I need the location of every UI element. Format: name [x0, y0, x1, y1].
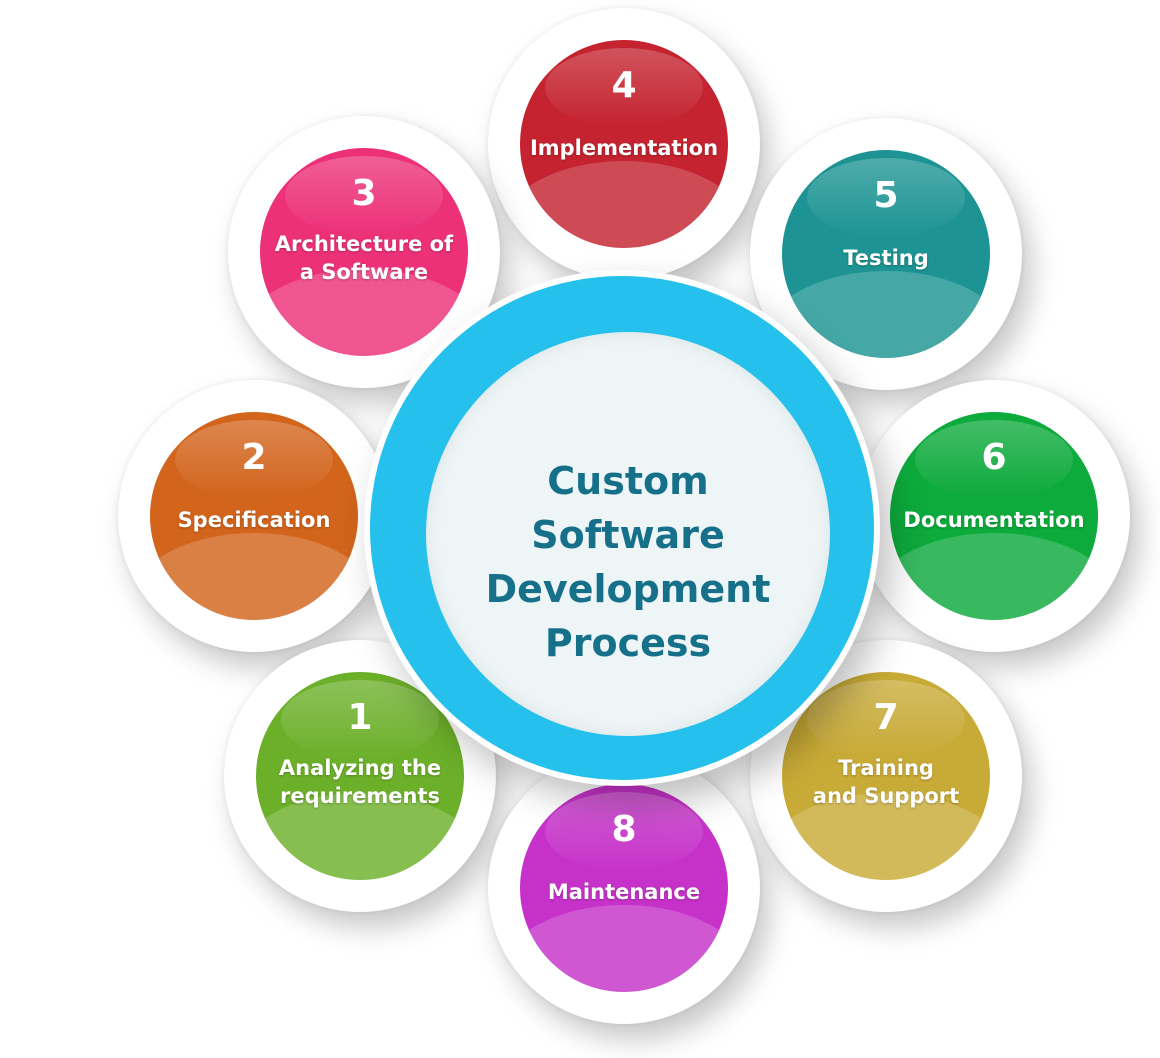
step-2-specification: 2 Specification: [118, 380, 390, 652]
step-3-label: Architecture of a Software: [264, 230, 464, 286]
step-5-label: Testing: [786, 244, 986, 272]
step-6-label-line-1: Documentation: [903, 508, 1085, 532]
step-7-label-line-2: and Support: [812, 784, 960, 808]
step-2-number: 2: [241, 437, 267, 478]
center-title-line-3: Development: [485, 567, 771, 611]
step-8-label: Maintenance: [524, 878, 724, 906]
step-1-label-line-2: requirements: [280, 784, 440, 808]
step-1-circle: 1 Analyzing the requirements: [256, 672, 464, 880]
step-2-label: Specification: [154, 506, 354, 534]
step-6-documentation: 6 Documentation: [858, 380, 1130, 652]
step-1-number: 1: [347, 697, 373, 738]
step-2-label-line-1: Specification: [177, 508, 331, 532]
step-4-label-line-1: Implementation: [529, 136, 719, 160]
step-7-label: Training and Support: [786, 754, 986, 810]
step-7-label-line-1: Training: [838, 756, 934, 780]
step-4-implementation: 4 Implementation: [488, 8, 760, 280]
center-title-line-4: Process: [544, 621, 712, 665]
step-1-label-line-1: Analyzing the: [278, 756, 442, 780]
step-3-label-line-1: Architecture of: [274, 232, 454, 256]
step-3-number: 3: [351, 173, 377, 214]
center-title-line-1: Custom: [547, 459, 709, 503]
step-3-label-line-2: a Software: [299, 260, 429, 284]
step-4-number: 4: [611, 65, 637, 106]
center-inner: Custom Software Development Process: [426, 332, 830, 736]
step-7-number: 7: [873, 697, 899, 738]
step-5-number: 5: [873, 175, 899, 216]
step-8-maintenance: 8 Maintenance: [488, 752, 760, 1024]
step-6-circle: 6 Documentation: [890, 412, 1098, 620]
step-5-circle: 5 Testing: [782, 150, 990, 358]
center-title-line-2: Software: [531, 513, 725, 557]
step-7-circle: 7 Training and Support: [782, 672, 990, 880]
step-8-label-line-1: Maintenance: [547, 880, 701, 904]
step-8-circle: 8 Maintenance: [520, 784, 728, 992]
step-4-label: Implementation: [524, 134, 724, 162]
step-3-architecture: 3 Architecture of a Software: [228, 116, 500, 388]
step-2-circle: 2 Specification: [150, 412, 358, 620]
step-8-number: 8: [611, 809, 637, 850]
center-title: Custom Software Development Process: [446, 454, 810, 670]
step-6-number: 6: [981, 437, 1007, 478]
center-ring: Custom Software Development Process: [370, 276, 874, 780]
step-1-label: Analyzing the requirements: [260, 754, 460, 810]
center-circle: Custom Software Development Process: [364, 270, 880, 786]
step-4-circle: 4 Implementation: [520, 40, 728, 248]
step-3-circle: 3 Architecture of a Software: [260, 148, 468, 356]
step-5-label-line-1: Testing: [843, 246, 929, 270]
step-6-label: Documentation: [894, 506, 1094, 534]
